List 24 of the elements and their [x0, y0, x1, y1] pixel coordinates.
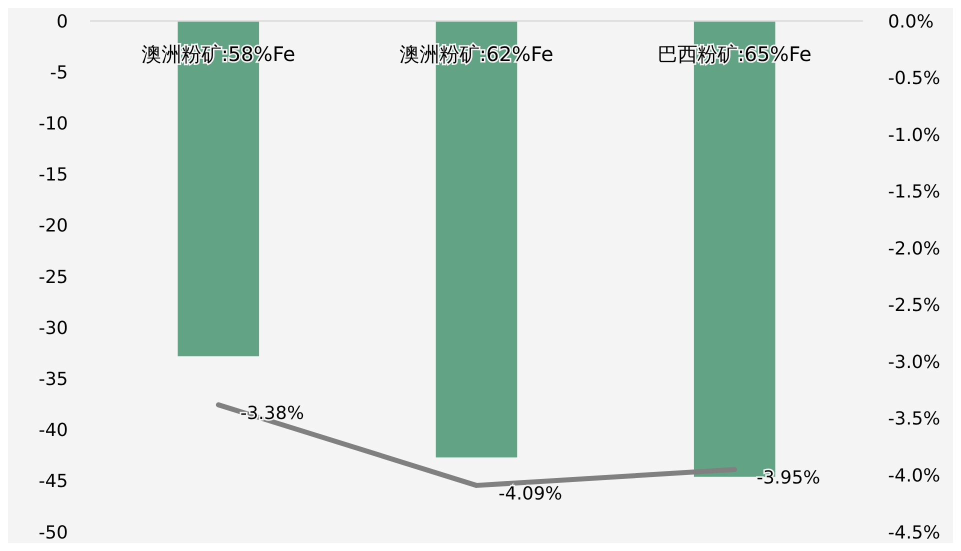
y-tick-label: -15	[38, 164, 68, 186]
data-label: -3.38%	[240, 402, 304, 424]
y2-tick-label: -3.0%	[888, 352, 940, 373]
data-label: -3.95%	[756, 468, 820, 489]
y-tick-label: -35	[38, 369, 68, 390]
y2-tick-label: -4.0%	[888, 466, 940, 487]
y-tick-label: -10	[38, 114, 68, 134]
y-tick-label: -50	[38, 522, 68, 544]
y-tick-label: -20	[38, 216, 68, 237]
y2-tick-label: -2.0%	[888, 238, 940, 260]
y-tick-label: 0	[56, 11, 68, 32]
y-tick-label: -30	[38, 318, 68, 339]
y-tick-label: -40	[38, 420, 68, 442]
y-tick-label: -45	[38, 471, 68, 492]
y-tick-label: -5	[50, 62, 68, 84]
y2-tick-label: -3.5%	[888, 408, 940, 430]
y2-tick-label: -4.5%	[888, 522, 940, 544]
y2-tick-label: -1.0%	[888, 124, 940, 146]
data-label: -4.09%	[498, 483, 562, 504]
y2-tick-label: 0.0%	[888, 11, 934, 32]
y2-tick-label: -2.5%	[888, 295, 940, 316]
y2-tick-label: -0.5%	[888, 68, 940, 90]
y-tick-label: -25	[38, 266, 68, 288]
y2-tick-label: -1.5%	[888, 182, 940, 203]
